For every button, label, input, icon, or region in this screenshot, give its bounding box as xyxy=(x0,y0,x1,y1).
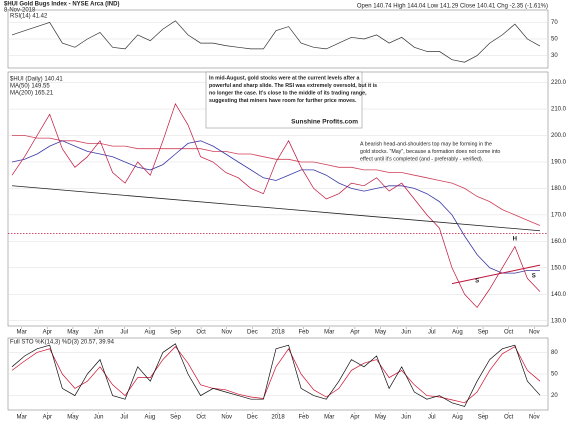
x-tick-label: Dec xyxy=(247,330,258,336)
y-tick-label: 80 xyxy=(551,350,558,356)
chart-title: $HUI Gold Bugs Index - NYSE Arca (IND) xyxy=(4,2,119,8)
y-tick-label: 70 xyxy=(551,20,558,26)
x-tick-label: Mar xyxy=(324,415,334,421)
x-tick-label: Nov xyxy=(529,330,540,336)
x-tick-label: Aug xyxy=(452,415,463,421)
neckline xyxy=(451,264,541,285)
y-tick-label: 20 xyxy=(551,393,558,399)
x-tick-label: Nov xyxy=(221,330,232,336)
legend-entry: $HUI (Daily) 140.41 xyxy=(10,77,63,83)
note-text: effect until it's completed (and - prefe… xyxy=(360,156,483,162)
annotation-box xyxy=(205,71,363,129)
y-tick-label: 170.0 xyxy=(551,212,567,218)
x-tick-label: Jun xyxy=(401,415,411,421)
x-tick-label: May xyxy=(67,415,78,421)
series-line xyxy=(11,140,540,274)
annotation-text: no longer the case. It's close to the mi… xyxy=(209,90,367,96)
x-tick-label: Oct xyxy=(504,330,514,336)
x-tick-label: May xyxy=(67,330,78,336)
x-tick-label: Nov xyxy=(221,415,232,421)
x-tick-label: Apr xyxy=(43,415,52,421)
pattern-label: S xyxy=(475,279,479,285)
legend-entry: MA(50) 149.55 xyxy=(10,84,50,90)
brand: Sunshine Profits.com xyxy=(291,119,358,126)
x-tick-label: Jul xyxy=(428,415,436,421)
x-tick-label: Feb xyxy=(298,330,309,336)
x-tick-label: Aug xyxy=(452,330,463,336)
quote: Open 140.74 High 144.04 Low 141.29 Close… xyxy=(357,4,548,10)
y-tick-label: 30 xyxy=(551,53,558,59)
y-tick-label: 50 xyxy=(551,37,558,43)
note-text: gold stocks. "May", because a formation … xyxy=(360,149,500,155)
x-tick-label: May xyxy=(375,415,386,421)
x-tick-label: Mar xyxy=(17,330,27,336)
pattern-label: S xyxy=(532,273,536,279)
x-tick-label: Sep xyxy=(170,415,181,421)
legend-entry: MA(200) 165.21 xyxy=(10,91,54,97)
y-tick-label: 140.0 xyxy=(551,292,567,298)
x-tick-label: Dec xyxy=(247,415,258,421)
stoch-label: Full STO %K(14,3) %D(3) 20.57, 39.94 xyxy=(10,340,115,346)
y-tick-label: 210.0 xyxy=(551,107,567,113)
x-tick-label: Oct xyxy=(196,415,206,421)
x-tick-label: Jun xyxy=(401,330,411,336)
series-line xyxy=(11,102,541,309)
x-tick-label: Sep xyxy=(170,330,181,336)
x-tick-label: 2018 xyxy=(271,415,285,421)
x-tick-label: Sep xyxy=(478,330,489,336)
y-tick-label: 200.0 xyxy=(551,133,567,139)
annotation-text: In mid-August, gold stocks were at the c… xyxy=(209,75,359,81)
x-tick-label: Apr xyxy=(350,330,359,336)
rsi-label: RSI(14) 41.42 xyxy=(10,14,48,20)
chart-subtitle: 8-Nov-2018 xyxy=(4,8,36,14)
x-tick-label: Mar xyxy=(324,330,334,336)
y-tick-label: 150.0 xyxy=(551,265,567,271)
x-tick-label: 2018 xyxy=(271,330,285,336)
x-tick-label: Apr xyxy=(43,330,52,336)
series-line xyxy=(11,343,541,407)
series-line xyxy=(11,346,541,404)
x-tick-label: Mar xyxy=(17,415,27,421)
x-tick-label: Feb xyxy=(298,415,309,421)
y-tick-label: 220.0 xyxy=(551,80,567,86)
note-text: A bearish head-and-shoulders top may be … xyxy=(360,141,492,147)
annotation-text: suggesting that miners have room for fur… xyxy=(209,98,357,104)
x-tick-label: May xyxy=(375,330,386,336)
x-tick-label: Jul xyxy=(120,330,128,336)
x-tick-label: Aug xyxy=(145,330,156,336)
x-tick-label: Oct xyxy=(196,330,206,336)
x-tick-label: Jun xyxy=(94,330,104,336)
x-tick-label: Nov xyxy=(529,415,540,421)
series-line xyxy=(12,135,541,226)
y-tick-label: 50 xyxy=(551,372,558,378)
annotation-text: powerful and sharp slide. The RSI was ex… xyxy=(209,83,377,89)
x-tick-label: Oct xyxy=(504,415,514,421)
y-tick-label: 130.0 xyxy=(551,318,567,324)
x-tick-label: Apr xyxy=(350,415,359,421)
series-line xyxy=(11,20,541,63)
x-tick-label: Jul xyxy=(120,415,128,421)
y-tick-label: 160.0 xyxy=(551,239,567,245)
y-tick-label: 190.0 xyxy=(551,160,567,166)
y-tick-label: 180.0 xyxy=(551,186,567,192)
x-tick-label: Aug xyxy=(145,415,156,421)
x-tick-label: Jul xyxy=(428,330,436,336)
x-tick-label: Sep xyxy=(478,415,489,421)
pattern-label: H xyxy=(513,236,517,242)
x-tick-label: Jun xyxy=(94,415,104,421)
trendline xyxy=(11,185,541,232)
